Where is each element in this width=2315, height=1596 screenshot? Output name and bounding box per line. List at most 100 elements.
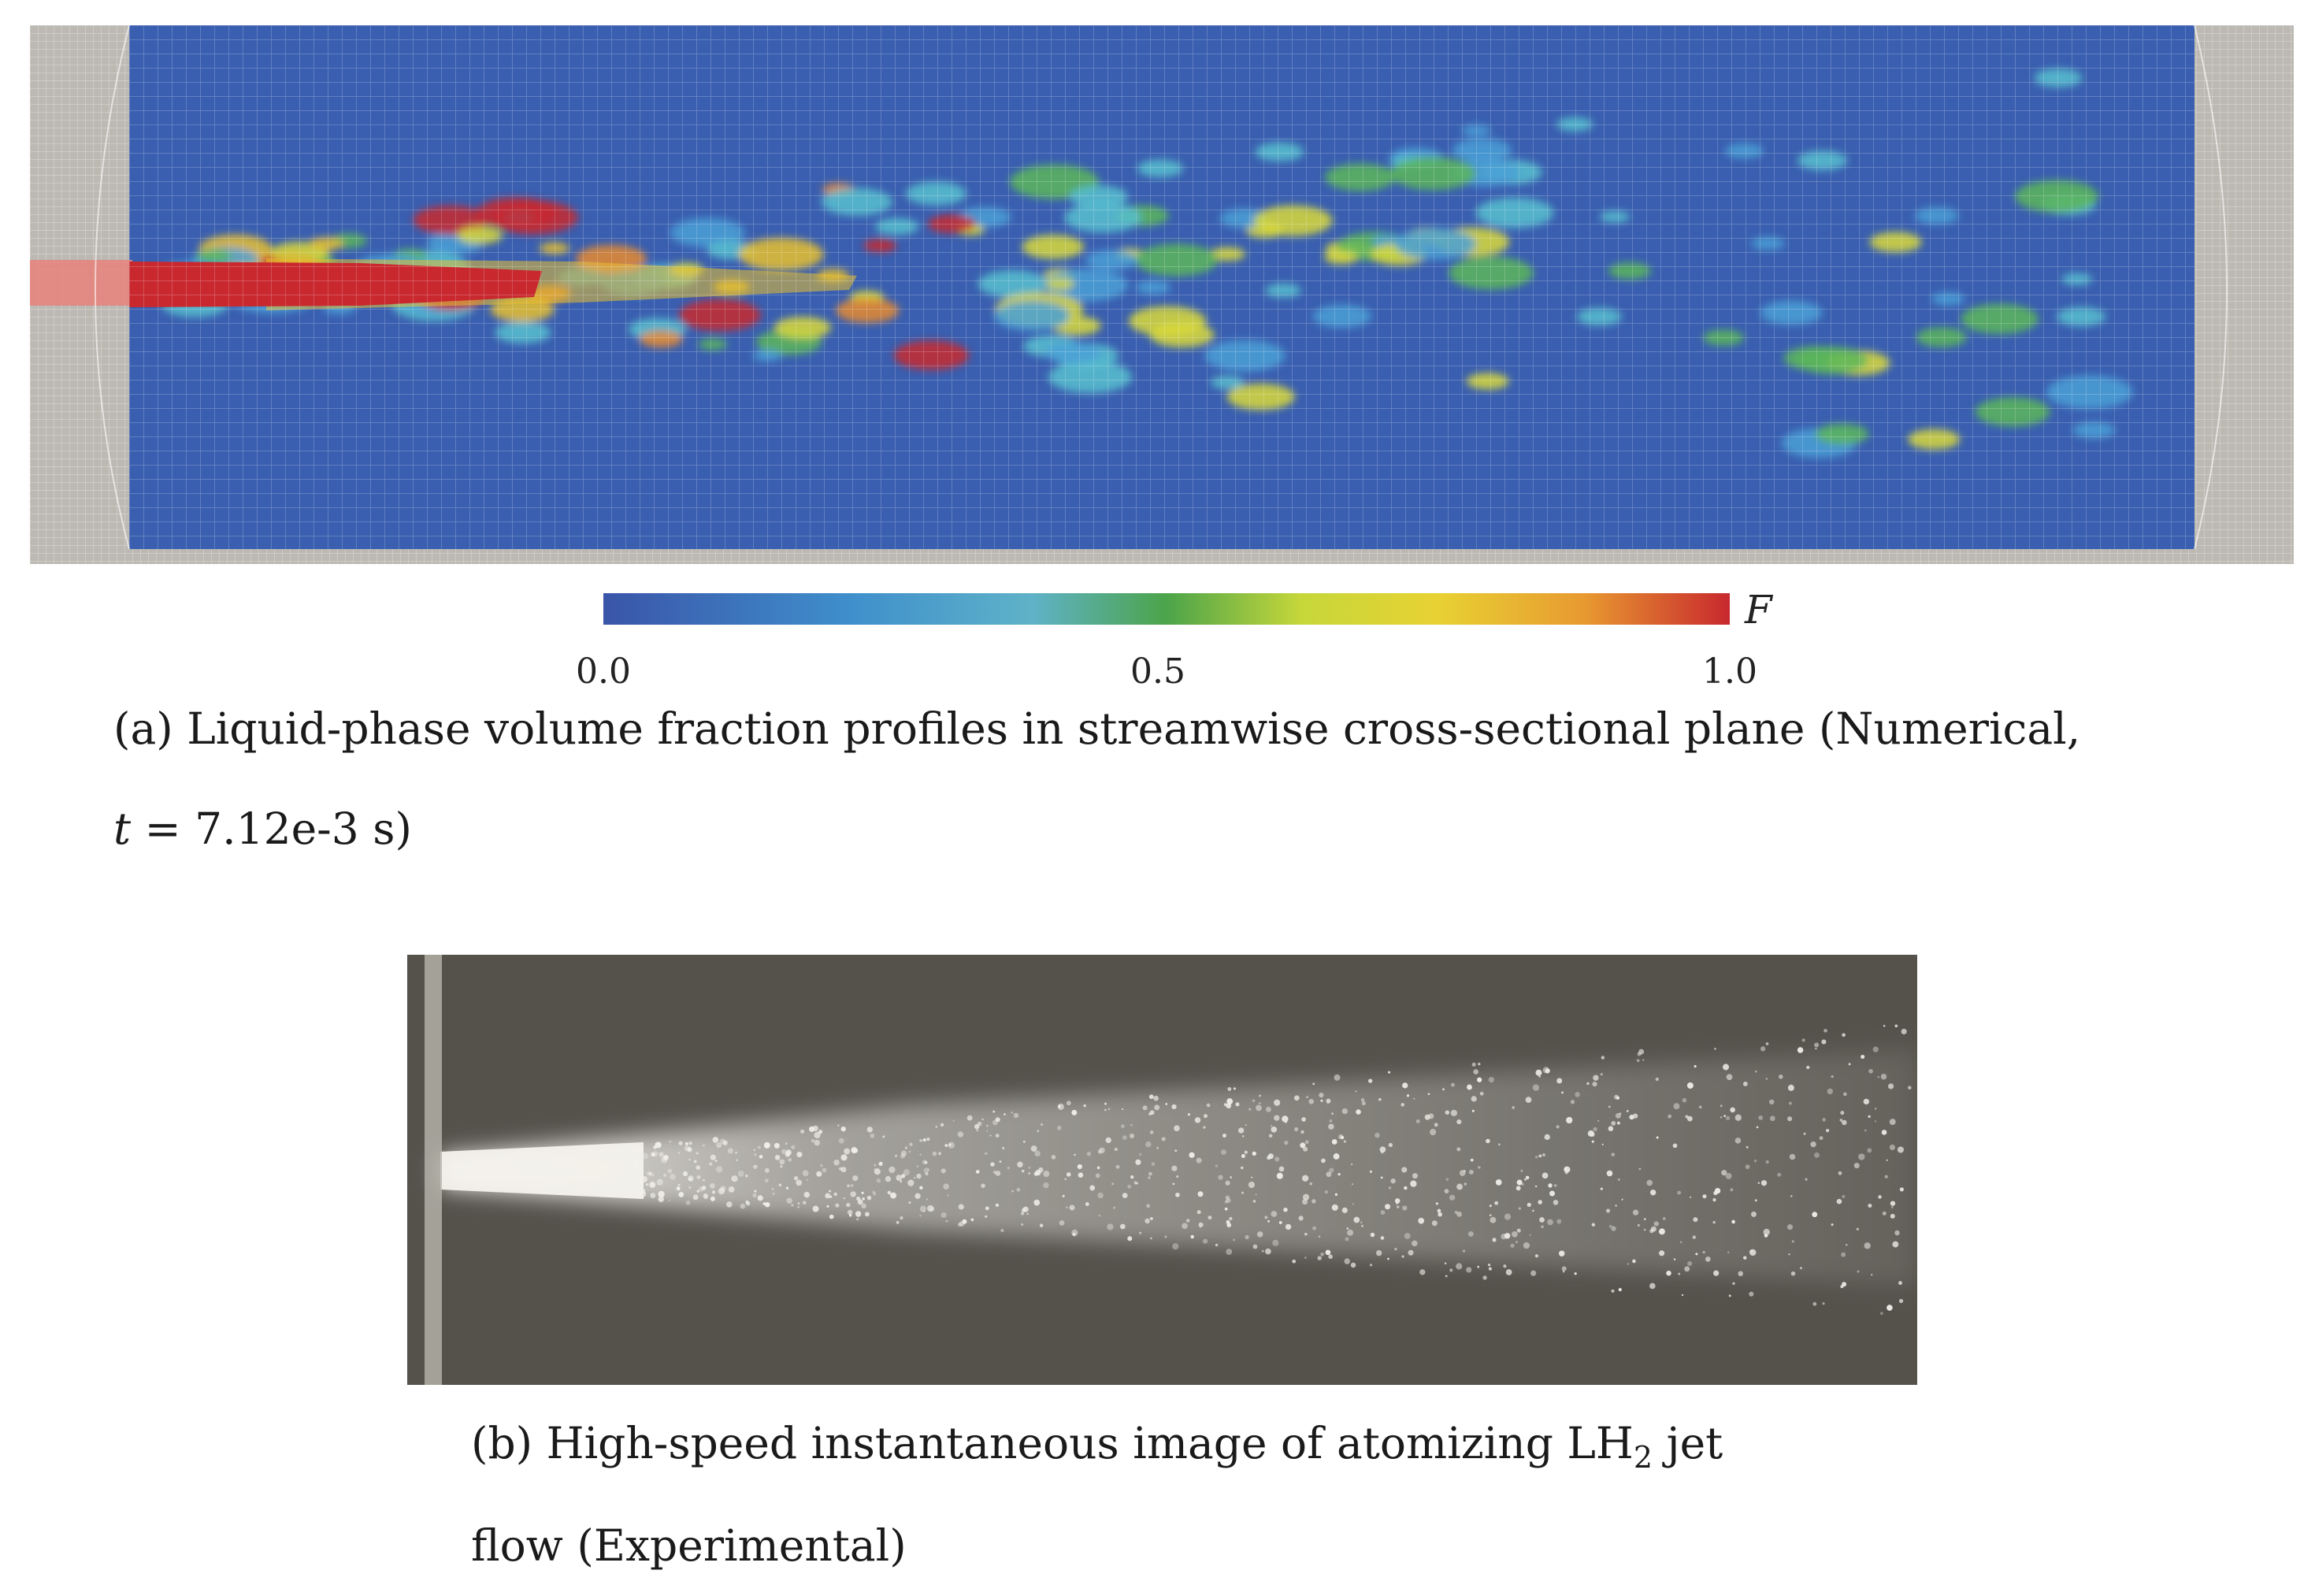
spray-droplet (1326, 1102, 1329, 1104)
spray-droplet (1738, 1271, 1744, 1277)
spray-droplet (1881, 1130, 1887, 1135)
spray-droplet (1760, 1046, 1766, 1052)
spray-droplet (1343, 1140, 1346, 1143)
spray-droplet (774, 1142, 780, 1149)
caption-b-line1: (b) High-speed instantaneous image of at… (471, 1422, 1723, 1473)
spray-droplet (945, 1219, 948, 1223)
spray-droplet (1892, 1241, 1899, 1248)
spray-droplet (785, 1149, 792, 1156)
spray-droplet (1139, 1231, 1142, 1234)
spray-droplet (1445, 1110, 1450, 1115)
spray-droplet (1518, 1207, 1521, 1210)
spray-droplet (688, 1178, 692, 1181)
spray-droplet (977, 1121, 982, 1126)
spray-droplet (850, 1184, 854, 1187)
spray-droplet (1618, 1287, 1622, 1292)
spray-droplet (1530, 1270, 1537, 1276)
spray-droplet (1488, 1267, 1492, 1271)
spray-droplet (722, 1140, 728, 1145)
spray-droplet (1812, 1212, 1818, 1218)
spray-droplet (1232, 1238, 1236, 1242)
spray-droplet (653, 1145, 657, 1149)
spray-droplet (677, 1184, 681, 1186)
spray-droplet (1638, 1167, 1642, 1171)
spray-droplet (866, 1195, 872, 1201)
spray-droplet (612, 1155, 615, 1158)
spray-droplet (1649, 1190, 1656, 1196)
spray-droplet (874, 1168, 876, 1171)
spray-droplet (1541, 1225, 1544, 1229)
spray-droplet (685, 1200, 691, 1205)
spray-droplet (1387, 1071, 1391, 1074)
spray-droplet (923, 1167, 929, 1174)
spray-droplet (687, 1147, 692, 1152)
spray-droplet (757, 1145, 761, 1149)
spray-droplet (1510, 1243, 1515, 1248)
spray-droplet (1842, 1033, 1846, 1037)
spray-droplet (1298, 1216, 1304, 1221)
spray-droplet (1274, 1115, 1280, 1121)
spray-droplet (642, 1152, 649, 1160)
spray-droplet (1749, 1249, 1757, 1256)
spray-droplet (1450, 1109, 1458, 1117)
spray-droplet (740, 1203, 746, 1209)
spray-droplet (1326, 1171, 1332, 1178)
spray-droplet (1606, 1170, 1613, 1177)
spray-droplet (1488, 1076, 1494, 1083)
spray-droplet (1702, 1250, 1705, 1254)
spray-droplet (703, 1193, 708, 1199)
spray-droplet (927, 1168, 929, 1171)
spray-droplet (1259, 1102, 1261, 1104)
spray-droplet (1401, 1167, 1408, 1173)
spray-droplet (1203, 1126, 1206, 1129)
spray-droplet (1871, 1274, 1873, 1276)
spray-droplet (847, 1209, 853, 1216)
spray-droplet (1444, 1189, 1449, 1193)
spray-droplet (745, 1200, 749, 1204)
spray-droplet (1586, 1082, 1590, 1086)
spray-droplet (1175, 1192, 1180, 1197)
spray-droplet (1494, 1201, 1499, 1205)
spray-droplet (1840, 1111, 1845, 1115)
spray-droplet (922, 1209, 926, 1212)
spray-droplet (1130, 1134, 1134, 1138)
spray-droplet (1601, 1143, 1604, 1145)
spray-droplet (1743, 1256, 1747, 1260)
spray-droplet (1013, 1112, 1019, 1119)
spray-droplet (1887, 1083, 1894, 1089)
spray-droplet (785, 1186, 789, 1190)
spray-droplet (762, 1202, 766, 1205)
spray-droplet (1057, 1103, 1064, 1111)
spray-droplet (1113, 1206, 1116, 1209)
spray-droplet (1591, 1140, 1594, 1143)
spray-droplet (1146, 1204, 1150, 1208)
caption-b-prefix: (b) High-speed instantaneous image of at… (471, 1418, 1634, 1468)
spray-droplet (1723, 1063, 1730, 1071)
spray-droplet (944, 1144, 948, 1147)
spray-droplet (1765, 1160, 1769, 1164)
spray-droplet (1285, 1223, 1292, 1230)
spray-droplet (1419, 1269, 1426, 1275)
spray-droplet (1615, 1112, 1621, 1119)
spray-droplet (1608, 1105, 1611, 1108)
spray-droplet (1122, 1135, 1127, 1140)
spray-droplet (1251, 1176, 1253, 1178)
spray-droplet (1456, 1211, 1462, 1217)
spray-droplet (1043, 1171, 1050, 1178)
spray-droplet (1321, 1158, 1326, 1164)
spray-droplet (1746, 1145, 1749, 1149)
spray-droplet (874, 1168, 881, 1175)
spray-droplet (1145, 1218, 1150, 1224)
spray-droplet (1069, 1204, 1075, 1211)
spray-droplet (643, 1191, 646, 1194)
colorbar-tick-0: 0.0 (576, 651, 631, 692)
spray-droplet (659, 1152, 664, 1157)
spray-droplet (692, 1194, 699, 1201)
spray-droplet (1812, 1301, 1817, 1306)
spray-droplet (1734, 1138, 1742, 1144)
spray-droplet (1311, 1199, 1316, 1204)
spray-droplet (1454, 1210, 1458, 1214)
spray-droplet (646, 1183, 649, 1186)
spray-droplet (1601, 1056, 1605, 1060)
spray-droplet (702, 1178, 705, 1182)
